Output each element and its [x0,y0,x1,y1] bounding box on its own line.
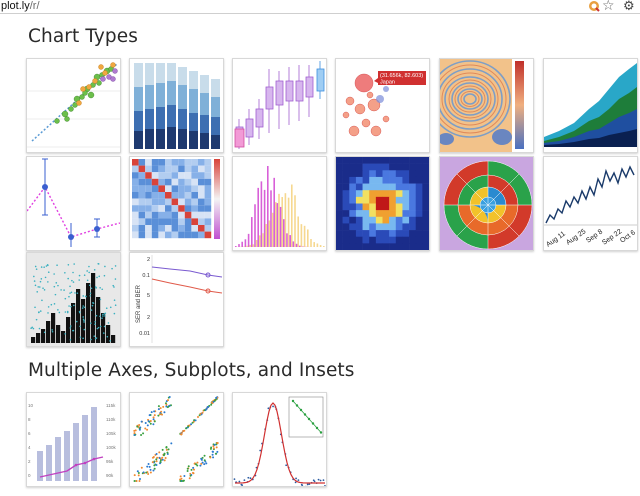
dual-right-tick-5: 95k [106,459,114,464]
dual-left-tick-6: 0 [28,473,31,478]
browser-url-bar[interactable]: plot.ly/r/ ☆ ⚙ [0,0,640,14]
thumb-time-series[interactable]: Aug 11 Aug 25 Sep 8 Sep 22 Oct 6 [543,156,638,251]
thumb-scatter-matrix[interactable] [129,392,224,487]
thumb-heatmap[interactable] [129,156,224,251]
dual-left-tick-1: 10 [28,403,34,408]
thumb-box-plot[interactable] [232,58,327,153]
extension-icon[interactable] [588,0,600,12]
dual-right-tick-2: 110k [106,417,116,422]
log-ylabel: SER and BER [136,284,142,323]
star-icon[interactable]: ☆ [602,0,615,13]
dual-right-tick-1: 115k [106,403,116,408]
ts-tick-1: Aug 11 [545,230,567,248]
log-tick-2: 0.1 [142,273,150,279]
log-tick-5: 0.01 [139,331,150,337]
log-tick-3: 5 [147,293,150,299]
thumb-contour-plot[interactable] [439,58,534,153]
thumb-inset-plot[interactable] [232,392,327,487]
bubble-tooltip-coords: (31.656k, 82.603) [380,73,423,79]
thumb-log-plot[interactable]: 2 0.1 5 2 0.01 SER and BER [129,252,224,347]
thumb-dual-axis-chart[interactable]: 10 8 6 4 2 0 115k 110k 105k 100k 95k 90k [26,392,121,487]
thumb-error-bars[interactable] [26,156,121,251]
thumb-stacked-bar-chart[interactable] [129,58,224,153]
dual-right-tick-4: 100k [106,445,117,450]
thumb-scatter-plot[interactable] [26,58,121,153]
thumb-polar-chart[interactable] [439,156,534,251]
url-text[interactable]: plot.ly/r/ [1,0,40,12]
thumb-bubble-chart[interactable]: (31.656k, 82.603) Japan [335,58,430,153]
wrench-icon[interactable]: ⚙ [623,0,635,13]
bubble-tooltip-name: Japan [380,80,395,86]
ts-tick-5: Oct 6 [619,229,637,244]
thumb-histogram-scatter[interactable] [26,252,121,347]
thumb-2d-histogram[interactable] [335,156,430,251]
log-tick-4: 2 [147,315,150,321]
dual-left-tick-2: 8 [28,417,31,422]
dual-right-tick-6: 90k [106,473,114,478]
section-title-chart-types: Chart Types [28,26,138,47]
thumb-histogram[interactable] [232,156,327,251]
dual-left-tick-5: 2 [28,459,31,464]
thumb-area-chart[interactable] [543,58,638,153]
dual-left-tick-3: 6 [28,431,31,436]
dual-left-tick-4: 4 [28,445,31,450]
log-tick-1: 2 [147,257,150,263]
dual-right-tick-3: 105k [106,431,117,436]
section-title-multiple-axes: Multiple Axes, Subplots, and Insets [28,360,355,381]
ts-tick-2: Aug 25 [565,228,587,247]
